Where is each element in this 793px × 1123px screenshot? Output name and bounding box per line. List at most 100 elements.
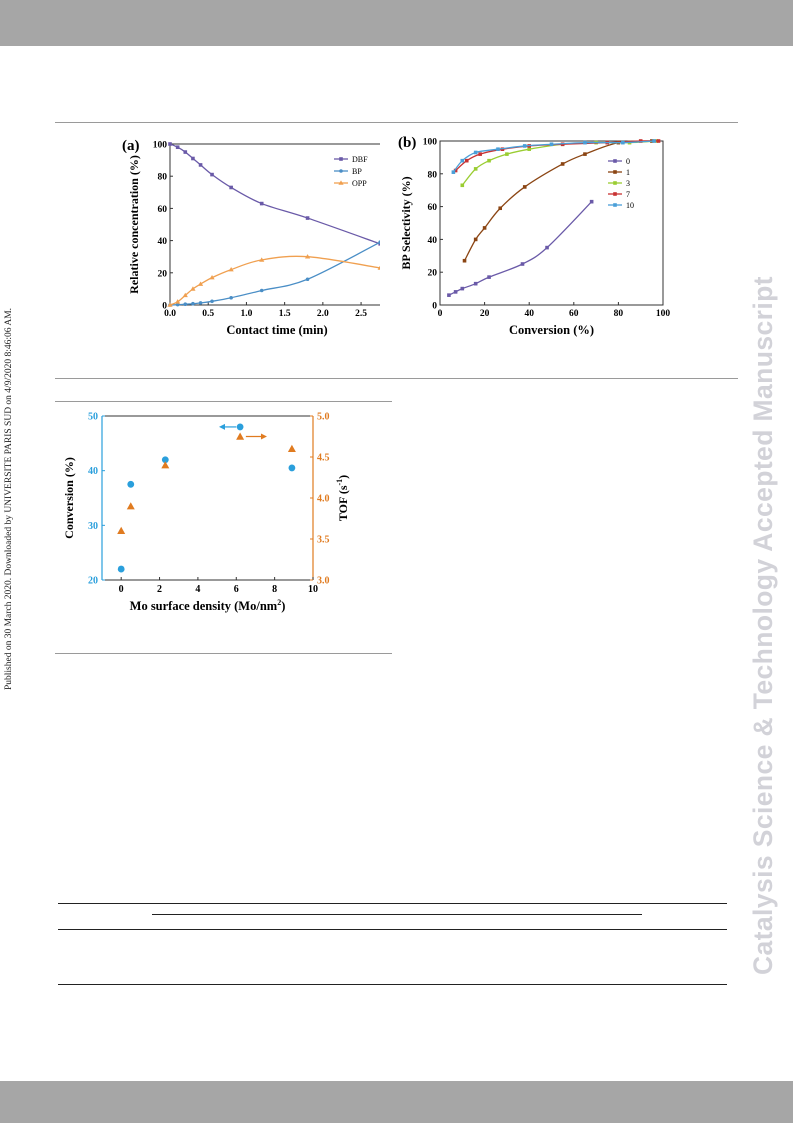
data-point-OPP — [197, 281, 204, 286]
data-point-3 — [473, 167, 478, 171]
legend-marker-10 — [613, 203, 617, 207]
data-point-BP — [191, 301, 195, 306]
data-point-BP — [198, 301, 203, 305]
x-tick-label: 100 — [656, 309, 671, 319]
data-point-0 — [545, 245, 549, 250]
y-left-tick-label: 40 — [88, 466, 98, 477]
x-tick-label: 0.0 — [164, 309, 176, 319]
tof-point — [236, 432, 245, 440]
data-point-3 — [527, 147, 531, 151]
y-tick-label: 60 — [428, 203, 438, 213]
x-tick-label: 1.5 — [279, 309, 291, 319]
right-arrow-head — [260, 433, 267, 440]
data-point-10 — [473, 150, 478, 155]
data-point-DBF — [210, 172, 214, 177]
x-tick-label: 0.5 — [202, 309, 214, 319]
data-point-OPP — [209, 275, 215, 280]
data-point-OPP — [228, 266, 234, 272]
data-point-DBF — [175, 145, 180, 150]
data-point-1 — [583, 152, 587, 156]
table-header-rule — [152, 914, 642, 915]
x-axis-label: Conversion (%) — [509, 323, 594, 337]
y-right-tick-label: 3.0 — [317, 576, 330, 587]
y-tick-label: 100 — [423, 138, 438, 148]
legend-label-7: 7 — [626, 190, 630, 199]
figure2-bottom-rule — [55, 653, 392, 654]
x-tick-label: 0 — [119, 584, 124, 595]
data-point-0 — [473, 281, 478, 286]
y-tick-label: 40 — [158, 237, 168, 247]
y-tick-label: 80 — [158, 173, 168, 183]
series-line-OPP — [169, 255, 380, 306]
y-tick-label: 80 — [428, 170, 438, 180]
x-tick-label: 2.0 — [317, 309, 329, 319]
data-point-7 — [464, 158, 469, 163]
panel-label: (b) — [398, 135, 416, 151]
data-point-1 — [522, 185, 527, 189]
x-tick-label: 20 — [480, 309, 490, 319]
data-point-BP — [175, 302, 180, 307]
x-tick-label: 1.0 — [240, 309, 252, 319]
data-point-7 — [638, 139, 643, 143]
y-left-axis-label: Conversion (%) — [62, 457, 76, 539]
data-point-1 — [482, 226, 487, 230]
data-point-BP — [210, 299, 214, 304]
data-point-0 — [460, 286, 465, 291]
y-axis-label: Relative concentration (%) — [127, 155, 141, 294]
table-bottom-rule — [58, 984, 727, 985]
table-top-rule — [58, 903, 727, 904]
legend-label-OPP: OPP — [352, 179, 367, 188]
left-arrow-head — [219, 423, 226, 430]
y-tick-label: 0 — [432, 302, 437, 312]
data-point-3 — [505, 152, 509, 156]
data-point-OPP — [377, 265, 380, 270]
legend-marker-DBF — [339, 157, 343, 161]
y-right-tick-label: 4.0 — [317, 494, 330, 505]
tof-point — [117, 526, 126, 534]
panel-label: (a) — [122, 138, 140, 154]
x-tick-label: 2 — [157, 584, 162, 595]
y-right-tick-label: 3.5 — [317, 535, 330, 546]
x-tick-label: 0 — [438, 309, 443, 319]
data-point-7 — [453, 168, 458, 173]
data-point-7 — [478, 152, 482, 156]
plot-frame — [439, 140, 664, 306]
y-tick-label: 20 — [428, 269, 438, 279]
conversion-point — [161, 456, 169, 464]
conversion-point — [236, 423, 244, 431]
data-point-10 — [522, 144, 527, 148]
data-point-3 — [460, 183, 465, 188]
conversion-point — [117, 565, 125, 573]
figure2-top-rule — [55, 401, 392, 402]
y-left-tick-label: 50 — [88, 412, 98, 423]
series-line-DBF — [169, 143, 380, 245]
x-tick-label: 4 — [195, 584, 200, 595]
legend-marker-BP — [339, 169, 343, 173]
series-line-BP — [169, 241, 380, 306]
legend-label-BP: BP — [352, 167, 362, 176]
data-point-0 — [453, 290, 458, 294]
x-tick-label: 2.5 — [355, 309, 367, 319]
data-point-1 — [498, 206, 503, 211]
x-tick-label: 60 — [569, 309, 579, 319]
y-right-axis-label: TOF (s-1) — [335, 475, 350, 521]
legend-label-DBF: DBF — [352, 155, 368, 164]
data-point-1 — [462, 258, 467, 263]
data-point-OPP — [259, 257, 265, 262]
top-banner — [0, 0, 793, 46]
tof-point — [161, 461, 170, 469]
journal-watermark: Catalysis Science & Technology Accepted … — [748, 276, 778, 975]
chart-panel-a: 0.0 0.5 1.0 1.5 2.0 2.5 0 20 40 60 80 100 Contact ti… — [122, 138, 380, 337]
data-point-0 — [487, 275, 491, 279]
data-point-BP — [305, 277, 310, 282]
legend-marker-7 — [613, 192, 617, 196]
data-point-OPP — [182, 292, 188, 298]
x-tick-label: 10 — [308, 584, 318, 595]
data-point-10 — [496, 147, 500, 151]
legend-label-3: 3 — [626, 179, 630, 188]
y-tick-label: 100 — [153, 141, 168, 151]
y-right-tick-label: 4.5 — [317, 453, 330, 464]
legend-marker-OPP — [338, 180, 344, 185]
y-tick-label: 60 — [158, 205, 168, 215]
